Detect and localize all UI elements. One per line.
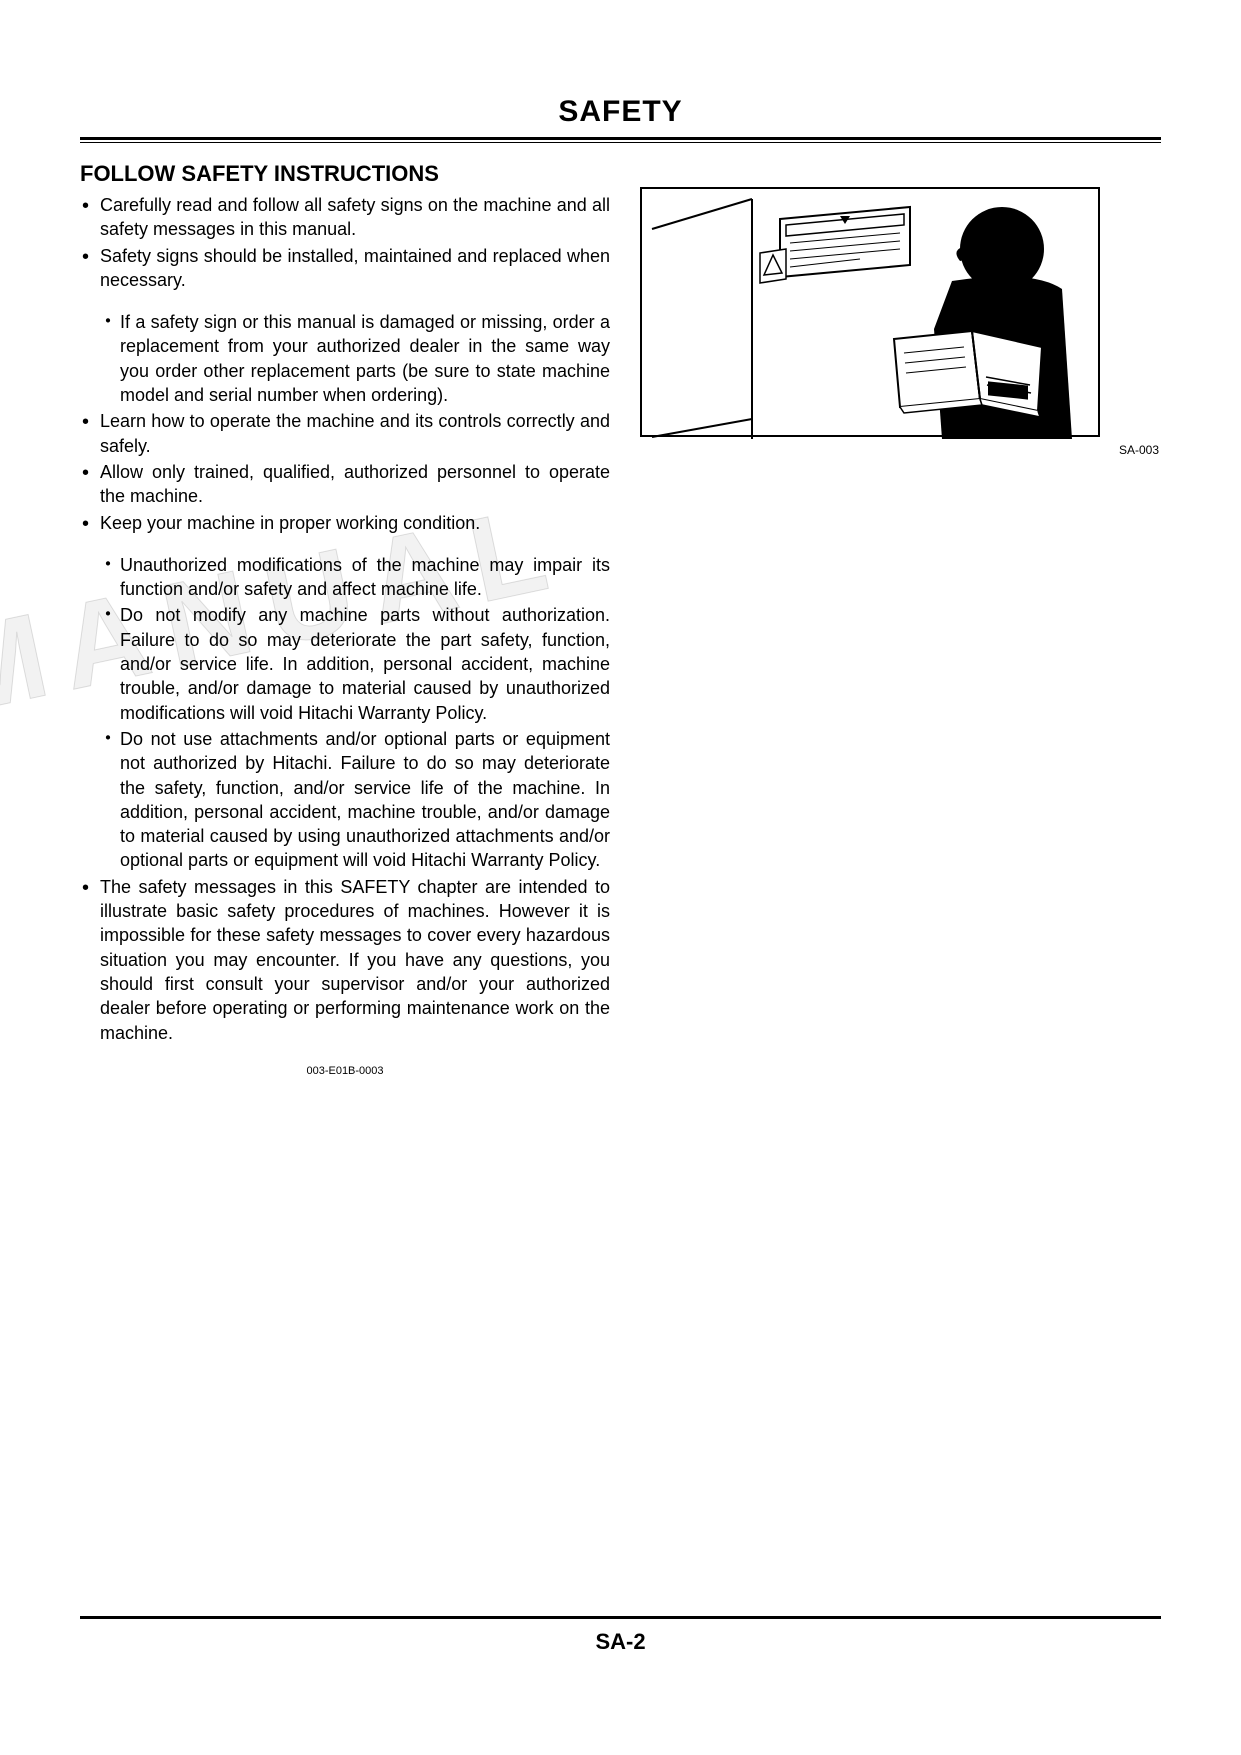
bullet-text: Keep your machine in proper working cond… xyxy=(100,513,480,533)
footer-rule xyxy=(80,1616,1161,1619)
section-heading: FOLLOW SAFETY INSTRUCTIONS xyxy=(80,161,610,187)
bullet-list: Carefully read and follow all safety sig… xyxy=(80,193,610,1045)
sub-bullet-list: If a safety sign or this manual is damag… xyxy=(100,310,610,407)
bullet-item: Learn how to operate the machine and its… xyxy=(100,409,610,458)
page-footer: SA-2 xyxy=(80,1616,1161,1655)
bullet-item: Carefully read and follow all safety sig… xyxy=(100,193,610,242)
bullet-item: Safety signs should be installed, mainta… xyxy=(100,244,610,408)
page-title: SAFETY xyxy=(80,95,1161,137)
safety-figure xyxy=(640,187,1100,437)
title-rule xyxy=(80,137,1161,143)
reader-illustration-icon xyxy=(642,189,1102,439)
figure-column: SA-003 xyxy=(640,161,1161,457)
bullet-item: Allow only trained, qualified, authorize… xyxy=(100,460,610,509)
sub-bullet-list: Unauthorized modifications of the machin… xyxy=(100,553,610,873)
page-number: SA-2 xyxy=(80,1629,1161,1655)
sub-bullet-item: Do not use attachments and/or optional p… xyxy=(120,727,610,873)
document-code: 003-E01B-0003 xyxy=(80,1065,610,1077)
content-row: FOLLOW SAFETY INSTRUCTIONS Carefully rea… xyxy=(80,161,1161,1077)
sub-bullet-item: If a safety sign or this manual is damag… xyxy=(120,310,610,407)
bullet-item: The safety messages in this SAFETY chapt… xyxy=(100,875,610,1045)
sub-bullet-item: Unauthorized modifications of the machin… xyxy=(120,553,610,602)
bullet-item: Keep your machine in proper working cond… xyxy=(100,511,610,873)
manual-page: MANUAL SAFETY FOLLOW SAFETY INSTRUCTIONS… xyxy=(0,0,1241,1755)
bullet-text: Safety signs should be installed, mainta… xyxy=(100,246,610,290)
figure-caption: SA-003 xyxy=(640,443,1161,457)
text-column: FOLLOW SAFETY INSTRUCTIONS Carefully rea… xyxy=(80,161,610,1077)
sub-bullet-item: Do not modify any machine parts without … xyxy=(120,603,610,724)
